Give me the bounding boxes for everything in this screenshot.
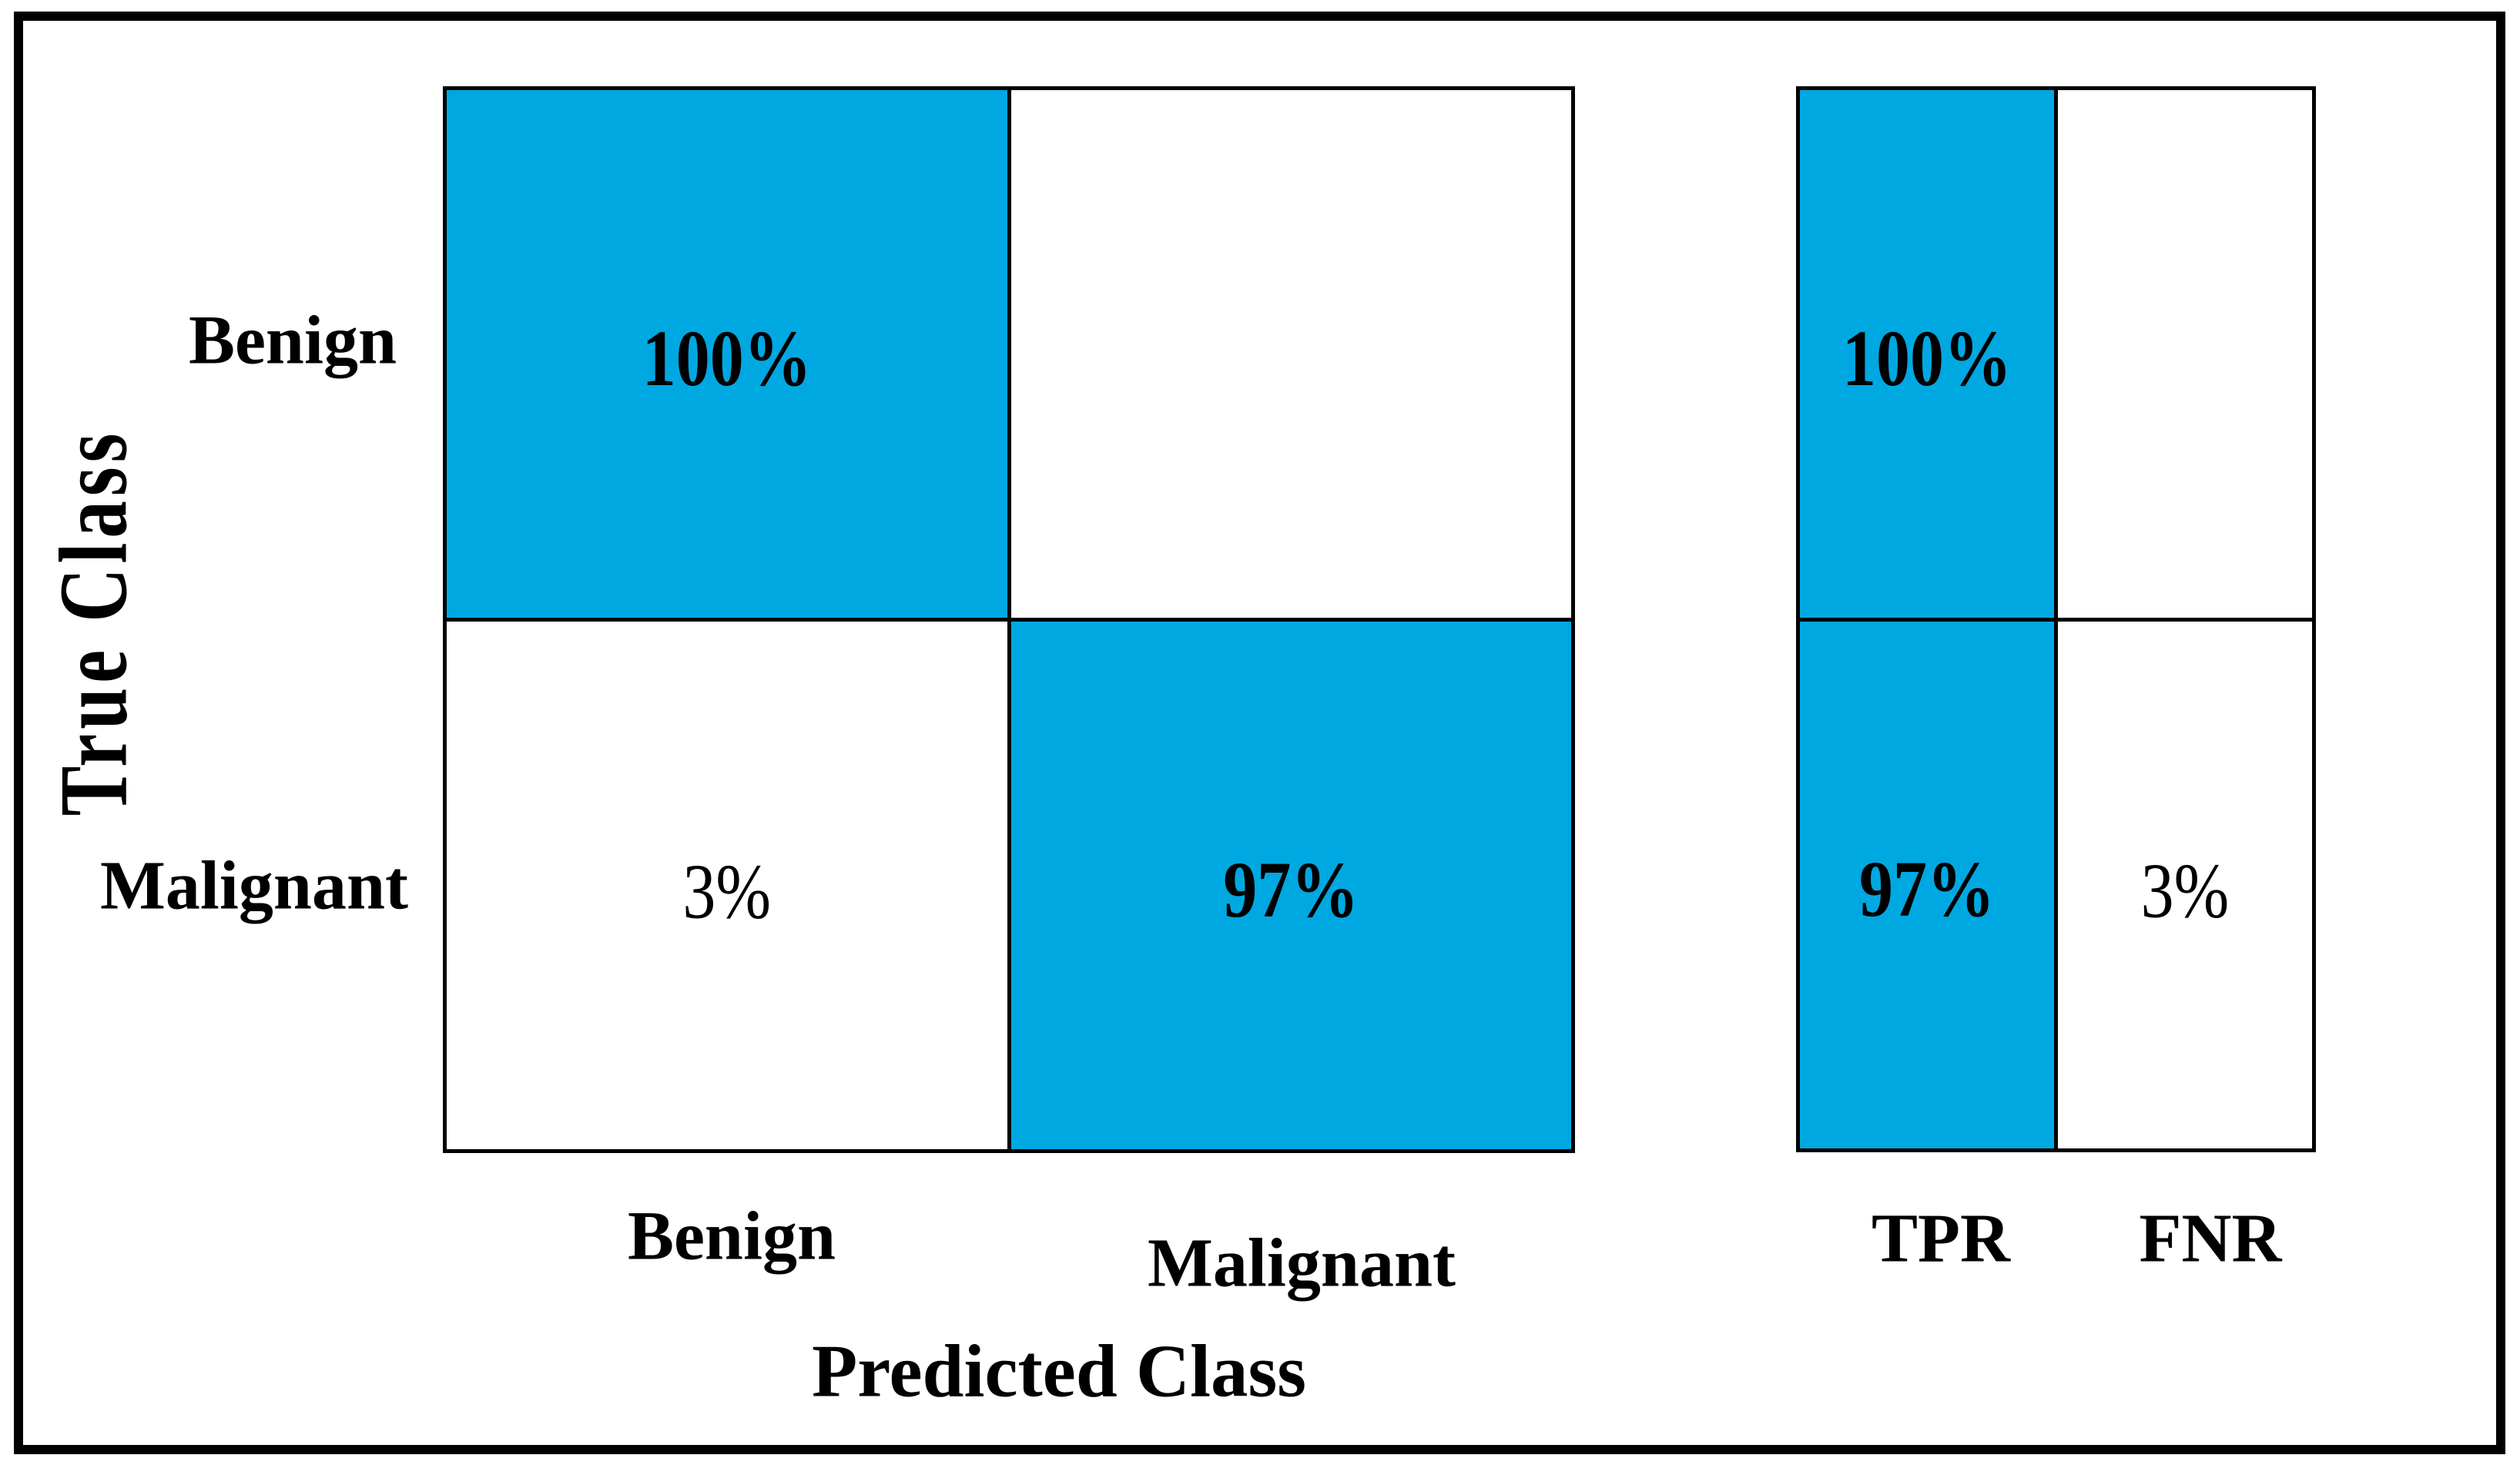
- cell-value: 100%: [642, 315, 812, 404]
- col-label-tpr: TPR: [1872, 1200, 2010, 1277]
- cell-value: 97%: [1859, 846, 1995, 935]
- cell-malignant-fnr: 3%: [2058, 621, 2312, 1148]
- cell-value: 3%: [2140, 846, 2230, 934]
- cell-value: 100%: [1842, 315, 2012, 404]
- col-label-benign: Benign: [627, 1198, 836, 1275]
- tpr-fnr-grid: 100% 97% 3%: [1796, 86, 2316, 1152]
- row-label-malignant: Malignant: [99, 847, 409, 924]
- cell-true-malignant-pred-benign: 3%: [447, 622, 1007, 1149]
- cell-value: 97%: [1223, 846, 1359, 935]
- confusion-matrix-grid: 100% 3% 97%: [443, 86, 1575, 1153]
- cell-value: 3%: [682, 846, 772, 935]
- y-axis-title: True Class: [39, 428, 147, 816]
- cell-true-malignant-pred-malignant: 97%: [1010, 622, 1571, 1149]
- col-label-malignant: Malignant: [1147, 1225, 1456, 1302]
- x-axis-title: Predicted Class: [811, 1329, 1307, 1413]
- cell-true-benign-pred-benign: 100%: [447, 90, 1007, 618]
- col-label-fnr: FNR: [2139, 1200, 2282, 1277]
- figure-border: [14, 12, 2505, 1454]
- cell-benign-tpr: 100%: [1800, 90, 2054, 618]
- cell-malignant-tpr: 97%: [1800, 621, 2054, 1148]
- cell-true-benign-pred-malignant: [1010, 90, 1571, 618]
- cell-benign-fnr: [2058, 90, 2312, 618]
- row-label-benign: Benign: [188, 302, 397, 379]
